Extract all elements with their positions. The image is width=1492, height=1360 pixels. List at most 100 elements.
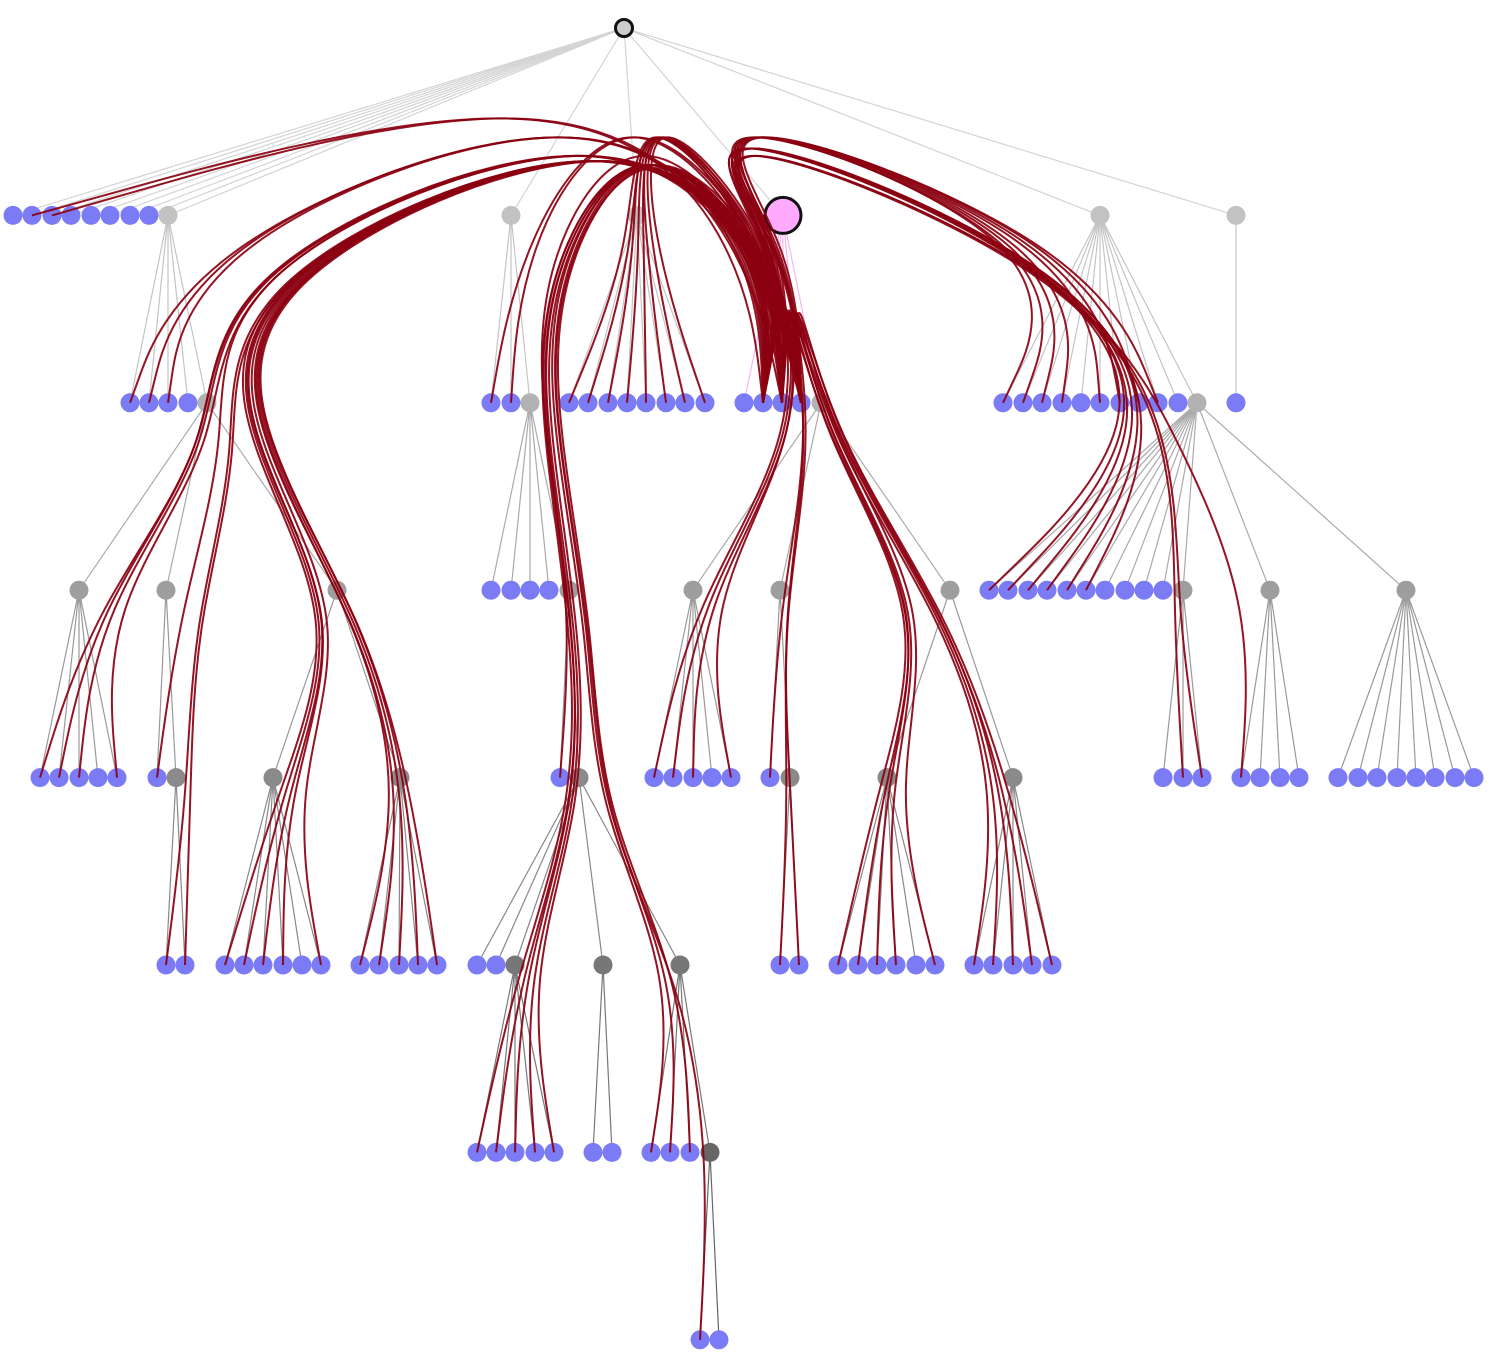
leaf-node bbox=[486, 955, 506, 975]
tree-edge bbox=[78, 590, 118, 778]
tree-edge bbox=[78, 402, 208, 591]
tree-edge bbox=[949, 590, 1014, 778]
tree-edge bbox=[495, 777, 580, 966]
tree-edge bbox=[175, 777, 186, 966]
group-node bbox=[1226, 205, 1246, 225]
tree-edge bbox=[224, 777, 274, 966]
tree-edge bbox=[514, 964, 536, 1153]
tree-edge bbox=[129, 215, 169, 403]
selected-node bbox=[763, 195, 803, 235]
tree-edge bbox=[578, 777, 604, 966]
group-node bbox=[505, 955, 525, 975]
leaf-node bbox=[1445, 768, 1465, 788]
tree-edge bbox=[592, 964, 604, 1153]
tree-edge bbox=[490, 402, 531, 591]
leaf-node bbox=[906, 955, 926, 975]
bundled-link bbox=[495, 164, 802, 1153]
tree-edge bbox=[165, 777, 177, 966]
tree-edge bbox=[709, 1152, 720, 1340]
tree-edge bbox=[529, 402, 550, 591]
tree-edges bbox=[12, 27, 1475, 1340]
leaf-node bbox=[1153, 768, 1173, 788]
tree-edge bbox=[626, 215, 638, 403]
tree-edge bbox=[623, 27, 638, 216]
tree-edge bbox=[1162, 402, 1198, 591]
tree-edge bbox=[129, 27, 625, 216]
leaf-node bbox=[1387, 768, 1407, 788]
tree-edge bbox=[1041, 215, 1101, 403]
bundled-link bbox=[554, 167, 770, 1340]
tree-edge bbox=[568, 215, 638, 404]
tree-edge bbox=[39, 590, 80, 778]
tree-edge bbox=[167, 215, 208, 403]
tree-edge bbox=[1376, 590, 1407, 778]
tree-edge bbox=[31, 27, 625, 216]
bundled-link bbox=[556, 164, 802, 1153]
tree-edge bbox=[90, 27, 625, 216]
group-node bbox=[940, 580, 960, 600]
tree-edge bbox=[1269, 590, 1300, 778]
bundled-link bbox=[58, 155, 764, 778]
tree-edge bbox=[399, 777, 419, 966]
leaf-node bbox=[1328, 768, 1348, 788]
leaf-node bbox=[702, 768, 722, 788]
group-node bbox=[1260, 580, 1280, 600]
leaf-node bbox=[1406, 768, 1426, 788]
leaf-node bbox=[734, 393, 754, 413]
tree-edge bbox=[206, 402, 338, 591]
tree-edge bbox=[1405, 590, 1436, 778]
tree-edge bbox=[70, 27, 625, 216]
tree-edge bbox=[78, 590, 99, 778]
group-node bbox=[158, 205, 178, 225]
tree-edge bbox=[1240, 590, 1271, 778]
bundled-links bbox=[31, 117, 1247, 1340]
bundled-link bbox=[253, 160, 767, 966]
tree-edge bbox=[262, 777, 274, 966]
leaf-node bbox=[292, 955, 312, 975]
tree-edge bbox=[336, 590, 401, 778]
bundled-link bbox=[246, 160, 766, 966]
tree-edge bbox=[1182, 590, 1203, 778]
bundled-link bbox=[259, 160, 802, 966]
leaf-node bbox=[1367, 768, 1387, 788]
tree-edge bbox=[1124, 402, 1198, 591]
leaf-node bbox=[1425, 768, 1445, 788]
tree-edge bbox=[992, 777, 1014, 966]
leaf-node bbox=[1348, 768, 1368, 788]
tree-edge bbox=[148, 27, 625, 216]
tree-edge bbox=[1099, 215, 1179, 404]
group-node bbox=[593, 955, 613, 975]
group-node bbox=[700, 1142, 720, 1162]
bundled-link bbox=[528, 164, 783, 1153]
tree-edge bbox=[886, 777, 917, 966]
leaf-node bbox=[520, 580, 540, 600]
tree-edge bbox=[378, 777, 401, 966]
tree-edge bbox=[1099, 215, 1198, 404]
leaf-node bbox=[539, 580, 559, 600]
leaf-node bbox=[1153, 580, 1173, 600]
tree-edge bbox=[1259, 590, 1271, 778]
bundled-link bbox=[514, 164, 768, 1153]
bundled-link bbox=[156, 155, 765, 778]
tree-edge bbox=[272, 777, 322, 966]
tree-edge bbox=[679, 964, 711, 1153]
tree-edge bbox=[510, 402, 531, 591]
tree-edge bbox=[1066, 402, 1198, 591]
group-node bbox=[1396, 580, 1416, 600]
tree-edge bbox=[623, 27, 1237, 216]
leaf-node bbox=[88, 768, 108, 788]
tree-edge bbox=[578, 777, 681, 966]
leaf-node bbox=[481, 580, 501, 600]
tree-edge bbox=[156, 590, 167, 778]
tree-edge bbox=[1012, 777, 1033, 966]
bundled-link bbox=[31, 117, 764, 403]
tree-edge bbox=[165, 402, 208, 591]
tree-edge bbox=[12, 27, 625, 216]
leaf-node bbox=[1115, 580, 1135, 600]
leaf-node bbox=[3, 205, 23, 225]
tree-edge bbox=[1104, 402, 1198, 591]
leaf-node bbox=[1071, 393, 1091, 413]
group-node bbox=[1187, 393, 1207, 413]
leaf-node bbox=[583, 1142, 603, 1162]
